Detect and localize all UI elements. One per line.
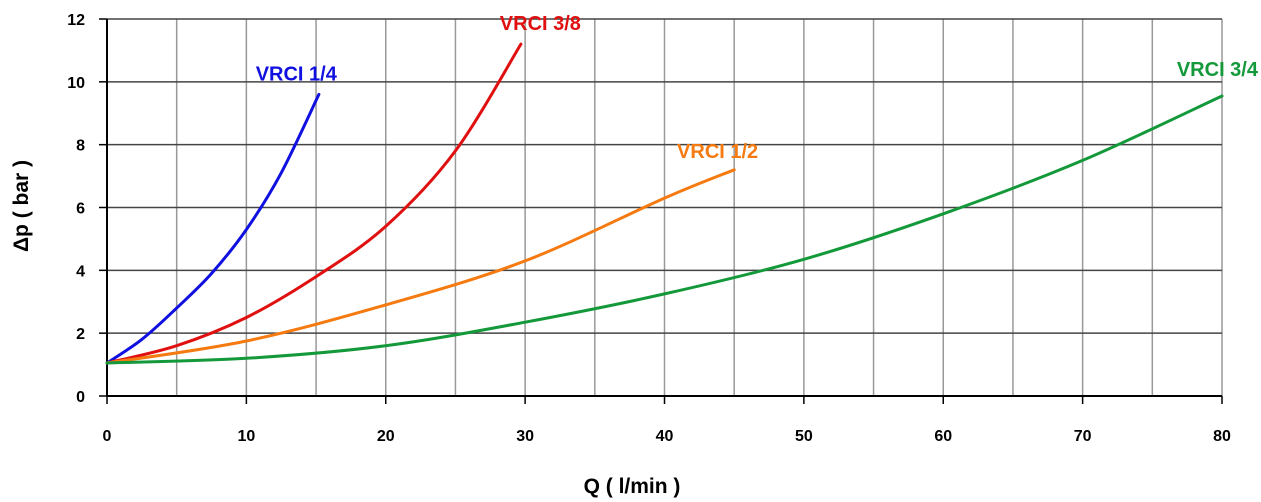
x-tick-label: 80	[1213, 428, 1231, 445]
series-label-vrci-3-4: VRCI 3/4	[1177, 59, 1259, 81]
series-group	[105, 42, 1224, 365]
grid	[107, 18, 1223, 396]
x-tick-label: 40	[656, 428, 674, 445]
x-tick-label: 30	[516, 428, 534, 445]
y-tick-label: 12	[67, 12, 85, 29]
x-axis-title: Q ( l/min )	[584, 475, 681, 498]
series-label-vrci-3-8: VRCI 3/8	[500, 13, 581, 35]
x-tick-label: 10	[237, 428, 255, 445]
x-tick-label: 20	[377, 428, 395, 445]
y-tick-label: 6	[76, 201, 85, 218]
x-tick-label: 60	[934, 428, 952, 445]
series-line-vrci-3-8	[105, 42, 523, 365]
series-line-vrci-1-2	[105, 168, 736, 365]
labels: VRCI 1/4 VRCI 3/8 VRCI 1/2 VRCI 3/4	[256, 13, 1259, 163]
x-tick-label: 70	[1074, 428, 1092, 445]
series-label-vrci-1-4: VRCI 1/4	[256, 63, 338, 85]
x-tick-label: 0	[103, 428, 112, 445]
y-tick-label: 4	[76, 263, 85, 280]
x-tick-label: 50	[795, 428, 813, 445]
y-tick-label: 10	[67, 75, 85, 92]
series-label-vrci-1-2: VRCI 1/2	[677, 141, 758, 163]
y-tick-label: 8	[76, 138, 85, 155]
y-tick-label: 0	[76, 389, 85, 406]
y-tick-label: 2	[76, 326, 85, 343]
y-axis-title: Δp ( bar )	[10, 160, 33, 252]
series-line-vrci-1-4	[105, 92, 321, 365]
axes: 0 2 4 6 8 10 12 0 10 20 30 40 50 60 70 80	[67, 12, 1231, 445]
series-line-vrci-3-4	[105, 94, 1224, 365]
